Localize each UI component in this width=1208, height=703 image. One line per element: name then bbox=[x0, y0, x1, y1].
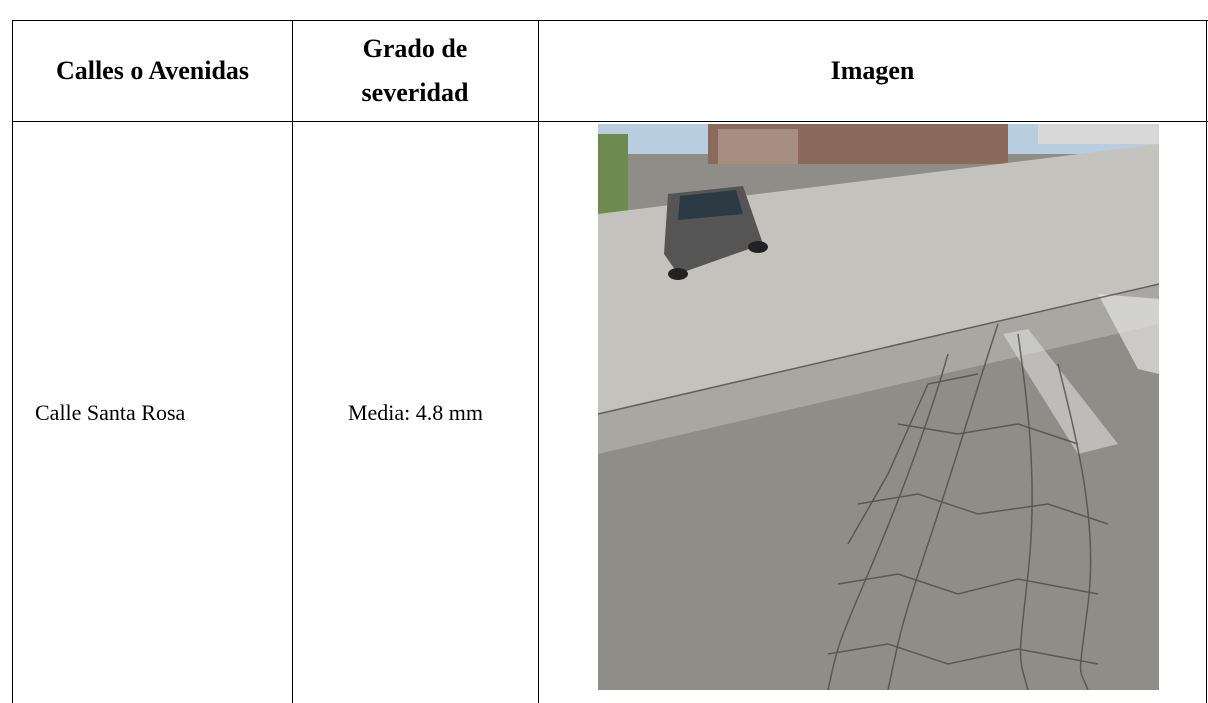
table-border bbox=[1206, 20, 1207, 703]
header-cell: Grado de severidad bbox=[361, 34, 469, 107]
table-border bbox=[292, 20, 293, 703]
street-cell: Calle Santa Rosa bbox=[35, 399, 186, 425]
table-border bbox=[12, 20, 13, 703]
header-cell: Calles o Avenidas bbox=[55, 56, 250, 85]
table-border bbox=[12, 20, 1208, 21]
severity-cell: Media: 4.8 mm bbox=[347, 399, 484, 425]
table-border bbox=[12, 121, 1208, 122]
road-photo bbox=[598, 124, 1159, 690]
car bbox=[664, 186, 768, 280]
header-cell: Imagen bbox=[830, 56, 915, 85]
table-border bbox=[538, 20, 539, 703]
